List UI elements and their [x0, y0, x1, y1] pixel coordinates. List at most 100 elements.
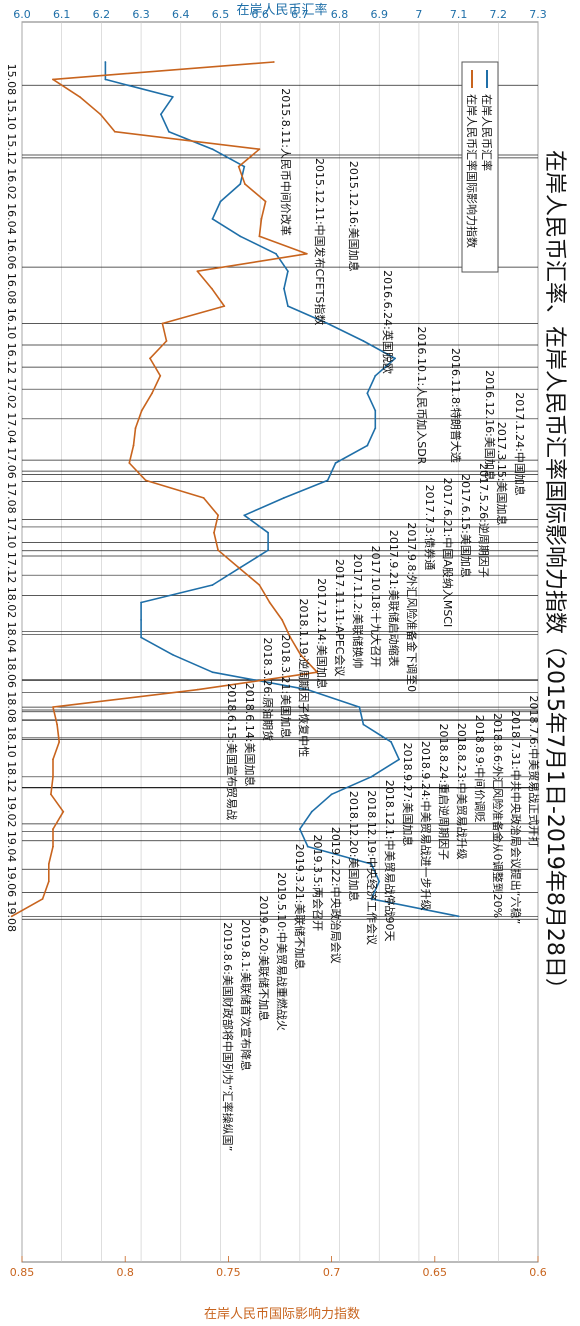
- series-1-point: [159, 374, 162, 377]
- chart-title: 在岸人民币汇率、在岸人民币汇率国际影响力指数（2015年7月1日-2019年8月…: [542, 150, 567, 1000]
- date-tick-label: 17.06: [5, 447, 18, 479]
- date-tick-label: 19.02: [5, 796, 18, 828]
- series-1-point: [149, 357, 151, 360]
- series-1-point: [272, 61, 275, 63]
- event-label-20: 2018.3.21:美国加息: [279, 635, 293, 739]
- top-tick-label: 6.7: [291, 8, 309, 21]
- series-0-point: [104, 61, 107, 63]
- series-1-point: [260, 218, 263, 220]
- series-0-point: [140, 636, 142, 639]
- series-1-point: [52, 845, 54, 848]
- series-0-point: [330, 793, 333, 796]
- series-0-point: [211, 584, 214, 586]
- series-1-point: [161, 322, 164, 325]
- series-1-point: [78, 95, 81, 98]
- series-layer: [10, 61, 460, 918]
- event-label-26: 2018.8.6:外汇风险准备金从0调整到20%: [491, 713, 505, 918]
- date-tick-label: 17.12: [5, 552, 18, 584]
- top-tick-label: 7.1: [450, 8, 468, 21]
- top-tick-label: 6.9: [370, 8, 388, 21]
- legend-label-rate: 在岸人民币汇率: [480, 94, 494, 171]
- top-tick-label: 6.6: [251, 8, 269, 21]
- event-label-10: 2017.6.15:美国加息: [459, 474, 473, 578]
- series-0-point: [211, 218, 214, 220]
- event-label-21: 2018.3.26:原油期货: [261, 637, 275, 741]
- date-tick-label: 15.12: [5, 133, 18, 165]
- top-tick-label: 6.1: [53, 8, 71, 21]
- event-label-2: 2015.12.16:美国加息: [347, 161, 361, 272]
- series-1-point: [237, 165, 240, 168]
- top-axis-title: 在岸人民币汇率: [236, 2, 327, 18]
- event-label-24: 2018.7.6:中美贸易战正式开打: [527, 696, 541, 848]
- series-1-point: [217, 549, 219, 552]
- series-0-point: [287, 270, 289, 273]
- series-1-point: [210, 287, 213, 290]
- series-0-point: [239, 235, 242, 238]
- series-1-point: [49, 793, 52, 796]
- legend: 在岸人民币汇率 在岸人民币汇率国际影响力指数: [461, 61, 499, 273]
- series-1-point: [132, 444, 135, 447]
- event-label-9: 2017.5.26:逆周期因子: [477, 463, 491, 578]
- event-label-14: 2017.9.21:美联储启动缩表: [387, 530, 401, 667]
- date-tick-label: 19.04: [5, 831, 18, 863]
- top-tick-label: 7.3: [529, 8, 547, 21]
- series-1-point: [268, 601, 271, 604]
- series-0-point: [243, 165, 246, 168]
- series-0-point: [167, 130, 170, 133]
- event-label-18: 2017.12.14:美国加息: [315, 578, 329, 689]
- series-1-point: [202, 496, 205, 499]
- event-label-8: 2017.3.15:美国加息: [495, 422, 509, 526]
- series-0-point: [374, 409, 377, 412]
- series-0-point: [171, 653, 174, 656]
- event-label-30: 2018.9.24:中美贸易战进一步升级: [419, 741, 432, 911]
- series-1-point: [258, 235, 261, 238]
- series-line-1: [11, 61, 319, 917]
- date-tick-label: 18.06: [5, 656, 18, 688]
- series-1-point: [47, 863, 50, 865]
- series-1-point: [281, 619, 283, 621]
- date-tick-label: 16.10: [5, 308, 18, 340]
- date-tick-label: 17.10: [5, 517, 18, 549]
- series-0-point: [326, 322, 329, 325]
- legend-label-index: 在岸人民币汇率国际影响力指数: [465, 94, 479, 248]
- series-0-point: [298, 828, 301, 831]
- event-label-25: 2018.7.31:中共中央政治局会议提出“六稳”: [509, 710, 523, 924]
- series-0-point: [310, 810, 313, 813]
- series-0-point: [243, 514, 246, 517]
- series-0-point: [211, 148, 214, 151]
- series-0-point: [362, 340, 365, 342]
- date-tick-label: 16.08: [5, 273, 18, 305]
- series-1-point: [316, 671, 319, 674]
- top-tick-label: 6.3: [132, 8, 150, 21]
- series-0-point: [326, 479, 329, 482]
- date-tick-label: 16.04: [5, 203, 18, 235]
- top-tick-label: 6.8: [331, 8, 349, 21]
- series-1-point: [244, 183, 246, 185]
- series-1-point: [128, 462, 131, 464]
- series-0-point: [287, 305, 289, 307]
- bottom-tick-label: 0.65: [423, 1266, 448, 1279]
- event-label-29: 2018.8.24:重启逆周期因子: [437, 723, 451, 860]
- date-tick-label: 15.08: [5, 64, 18, 96]
- series-0-point: [394, 357, 397, 360]
- event-label-31: 2018.9.27:美国加息: [401, 743, 415, 847]
- series-0-point: [140, 601, 142, 604]
- date-tick-label: 18.10: [5, 726, 18, 758]
- series-0-point: [306, 845, 309, 848]
- series-1-point: [56, 723, 58, 726]
- series-1-point: [151, 392, 153, 395]
- series-0-point: [306, 688, 309, 691]
- bottom-tick-label: 0.7: [323, 1266, 341, 1279]
- event-label-36: 2019.3.5:两会召开: [311, 834, 324, 931]
- top-tick-label: 7.2: [490, 8, 508, 21]
- series-1-point: [52, 706, 54, 708]
- top-tick-labels: 6.0 6.1 6.2 6.3 6.4 6.5 6.6 6.7 6.8 6.9 7 7.1 7.2 7.3: [13, 8, 547, 21]
- series-0-point: [160, 113, 162, 116]
- series-1-point: [305, 252, 308, 255]
- series-0-point: [219, 200, 222, 203]
- series-1-point: [289, 636, 292, 639]
- series-0-point: [378, 880, 381, 883]
- event-label-23: 2018.6.15:美国宣布贸易战: [225, 683, 239, 820]
- series-0-point: [104, 78, 107, 81]
- series-1-point: [52, 78, 54, 81]
